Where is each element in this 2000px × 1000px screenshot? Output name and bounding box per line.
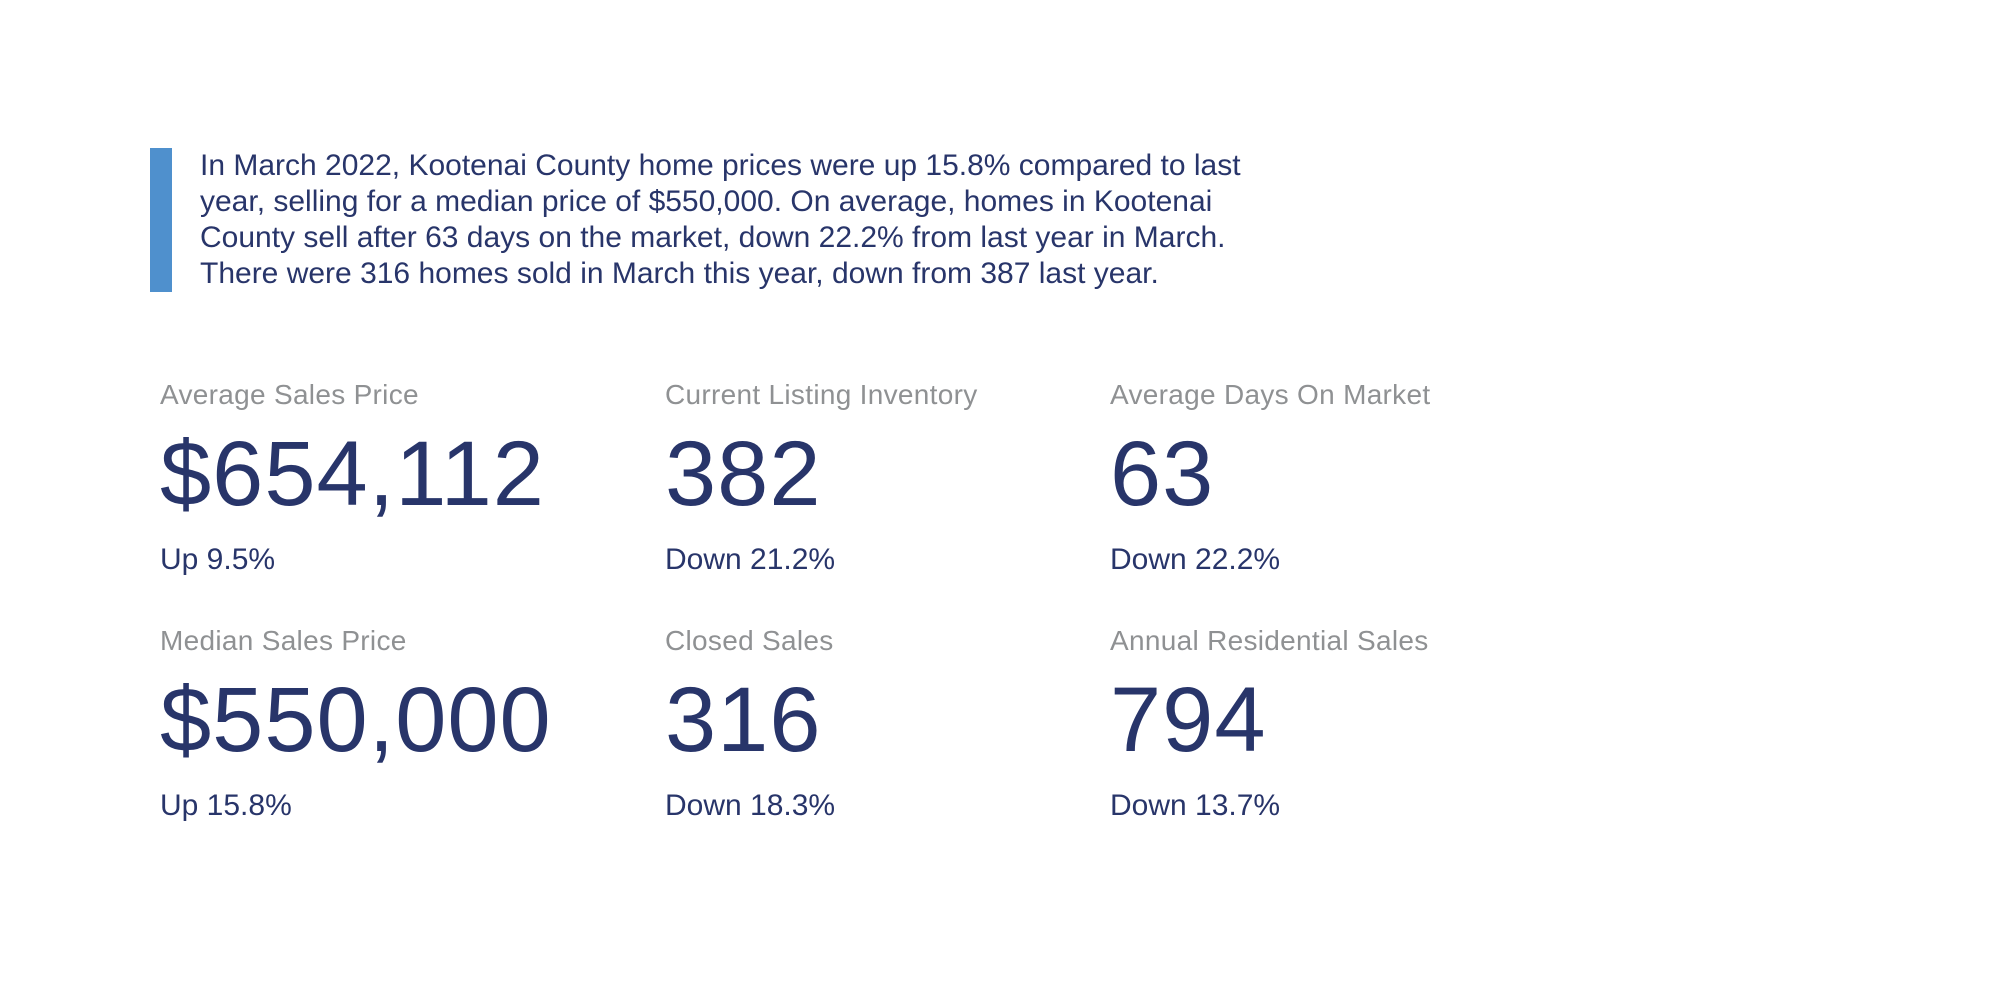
stat-value: $550,000 xyxy=(160,669,552,771)
stat-value: 316 xyxy=(665,669,822,771)
market-summary-quote: In March 2022, Kootenai County home pric… xyxy=(150,148,2000,292)
stat-card-average-days-on-market: Average Days On Market 63 Down 22.2% xyxy=(1110,378,2000,578)
summary-line-1: In March 2022, Kootenai County home pric… xyxy=(200,149,1241,182)
stat-value: 382 xyxy=(665,423,822,525)
stat-value: $654,112 xyxy=(160,423,545,525)
stat-label: Current Listing Inventory xyxy=(665,379,978,410)
stat-card-median-sales-price: Median Sales Price $550,000 Up 15.8% xyxy=(160,624,665,824)
stat-label: Annual Residential Sales xyxy=(1110,625,1429,656)
stat-change: Down 18.3% xyxy=(665,789,836,822)
stat-value: 794 xyxy=(1110,669,1267,771)
summary-line-4: There were 316 homes sold in March this … xyxy=(200,257,1159,290)
stat-change: Up 15.8% xyxy=(160,789,292,822)
stat-label: Average Sales Price xyxy=(160,379,419,410)
stat-card-current-listing-inventory: Current Listing Inventory 382 Down 21.2% xyxy=(665,378,1110,578)
stats-grid: Average Sales Price $654,112 Up 9.5% Cur… xyxy=(160,378,2000,824)
stat-change: Down 22.2% xyxy=(1110,543,1281,576)
stat-value: 63 xyxy=(1110,423,1215,525)
stat-label: Closed Sales xyxy=(665,625,834,656)
stat-card-average-sales-price: Average Sales Price $654,112 Up 9.5% xyxy=(160,378,665,578)
market-summary-text: In March 2022, Kootenai County home pric… xyxy=(200,148,1241,292)
stat-card-annual-residential-sales: Annual Residential Sales 794 Down 13.7% xyxy=(1110,624,2000,824)
stat-card-closed-sales: Closed Sales 316 Down 18.3% xyxy=(665,624,1110,824)
stat-change: Down 13.7% xyxy=(1110,789,1281,822)
quote-accent-bar xyxy=(150,148,172,292)
stat-label: Median Sales Price xyxy=(160,625,407,656)
stat-change: Up 9.5% xyxy=(160,543,276,576)
summary-line-2: year, selling for a median price of $550… xyxy=(200,185,1213,218)
stat-change: Down 21.2% xyxy=(665,543,836,576)
stat-label: Average Days On Market xyxy=(1110,379,1431,410)
summary-line-3: County sell after 63 days on the market,… xyxy=(200,221,1226,254)
